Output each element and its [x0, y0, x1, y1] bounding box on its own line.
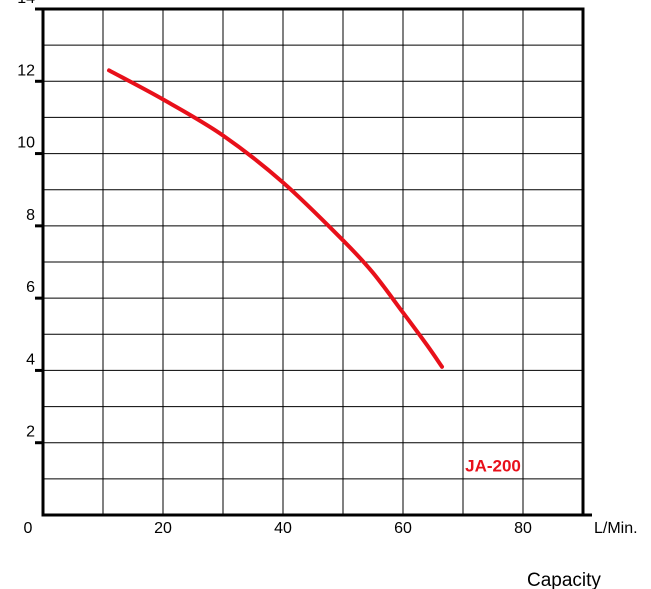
x-tick-label: 20 [154, 520, 172, 537]
y-tick-label: 8 [26, 207, 35, 224]
label-layer: 2 4 6 8 10 12 14 0 20 40 60 80 JA-200 [17, 0, 532, 537]
series-layer [107, 68, 444, 369]
x-axis-unit: L/Min. [594, 520, 638, 537]
y-tick-label: 4 [26, 351, 35, 368]
plot-frame [41, 7, 585, 517]
x-tick-label: 0 [24, 520, 33, 537]
y-tick-label: 10 [17, 135, 35, 152]
y-tick-label: 14 [17, 0, 35, 7]
y-tick-label: 12 [17, 62, 35, 79]
series-label: JA-200 [465, 457, 521, 476]
x-tick-label: 40 [274, 520, 292, 537]
x-tick-label: 60 [394, 520, 412, 537]
y-tick-label: 2 [26, 424, 35, 441]
x-tick-label: 80 [514, 520, 532, 537]
x-axis-label: Capacity [527, 570, 601, 589]
series-line [107, 68, 444, 369]
axis-ticks [35, 7, 592, 517]
y-tick-label: 6 [26, 279, 35, 296]
grid-lines [43, 9, 583, 515]
